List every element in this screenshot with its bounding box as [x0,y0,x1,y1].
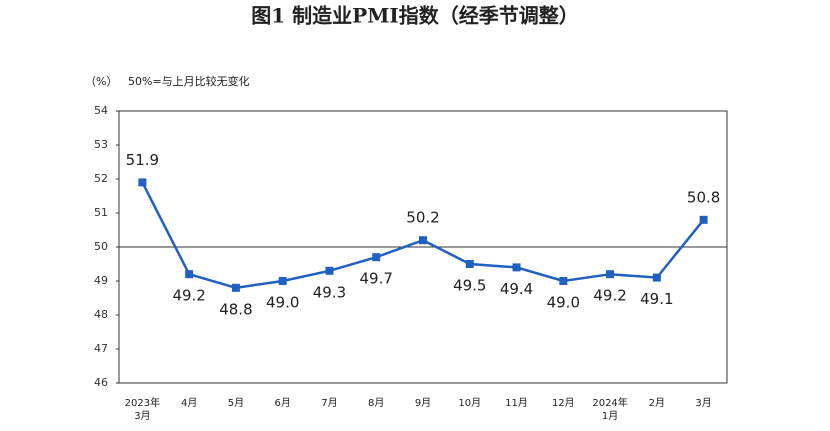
x-tick-label: 10月 [458,397,481,409]
data-marker [606,270,615,279]
data-label: 49.5 [453,277,486,295]
data-marker [465,260,474,268]
data-label: 50.8 [687,188,720,206]
data-label: 49.0 [266,294,299,312]
x-tick-label: 3月 [695,397,711,409]
y-tick-label: 51 [94,206,108,219]
data-label: 49.7 [360,270,393,288]
data-marker [512,263,521,272]
x-tick-label: 6月 [275,397,291,409]
x-tick-label: 2024年 1月 [592,396,627,422]
y-tick-label: 46 [94,376,108,389]
y-tick-label: 49 [94,274,108,287]
y-tick-label: 54 [94,104,108,117]
y-tick-label: 50 [94,240,108,253]
y-tick-label: 53 [94,138,108,151]
data-label: 49.4 [500,280,533,298]
data-marker [138,178,147,187]
data-marker [559,277,568,285]
y-tick-label: 48 [94,308,108,321]
x-tick-label: 2月 [649,397,665,409]
x-tick-label: 5月 [228,397,244,409]
x-tick-label: 8月 [368,397,384,409]
data-label: 51.9 [126,151,159,169]
data-label: 49.2 [593,287,626,305]
data-marker [652,273,661,282]
data-marker [372,253,381,262]
data-marker [185,270,194,279]
series-line [141,181,705,290]
data-label: 49.3 [313,283,346,301]
x-tick-label: 11月 [505,397,528,409]
x-tick-label: 9月 [415,397,431,409]
unit-label: （%） [85,75,117,88]
data-label: 49.1 [640,290,673,308]
data-marker [231,283,240,292]
data-marker [325,266,334,275]
data-label: 50.2 [406,209,439,227]
data-label: 48.8 [219,300,252,318]
data-marker [699,215,708,224]
data-label: 49.2 [172,287,205,305]
chart-title: 图1 制造业PMI指数（经季节调整） [251,4,578,28]
x-tick-label: 12月 [552,397,575,409]
annotation: 50%=与上月比较无变化 [128,74,250,88]
data-marker [278,277,287,285]
x-tick-label: 7月 [321,397,337,409]
data-marker [419,236,427,245]
y-tick-label: 47 [94,342,108,355]
y-tick-label: 52 [94,172,108,185]
x-tick-label: 4月 [181,397,197,409]
x-tick-label: 2023年 3月 [125,396,160,422]
data-label: 49.0 [547,294,580,312]
